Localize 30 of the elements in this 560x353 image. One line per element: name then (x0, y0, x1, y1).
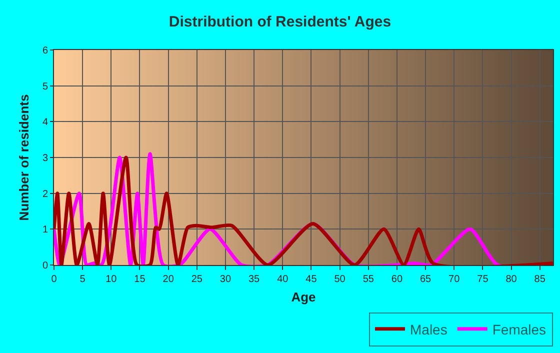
y-tick-label: 5 (42, 81, 48, 92)
x-tick-label: 35 (248, 274, 260, 285)
chart-title: Distribution of Residents' Ages (168, 13, 392, 30)
y-axis-title: Number of residents (16, 94, 32, 221)
x-tick-label: 45 (306, 274, 318, 285)
x-tick-label: 50 (334, 274, 346, 285)
x-tick-label: 65 (420, 274, 432, 285)
x-axis-title: Age (291, 290, 316, 305)
legend-label: Males (410, 321, 448, 338)
x-tick-label: 70 (448, 274, 460, 285)
x-tick-label: 30 (220, 274, 232, 285)
x-tick-label: 60 (391, 274, 403, 285)
x-tick-label: 85 (534, 274, 546, 285)
x-tick-label: 80 (506, 274, 518, 285)
y-tick-label: 3 (42, 153, 48, 164)
y-tick-label: 6 (42, 46, 48, 56)
y-tick-label: 1 (42, 224, 48, 236)
x-tick-label: 10 (106, 274, 118, 285)
x-tick-label: 0 (51, 274, 58, 285)
x-tick-label: 40 (277, 274, 289, 285)
x-tick-label: 20 (162, 274, 174, 285)
x-tick-label: 25 (191, 274, 203, 285)
x-tick-label: 55 (362, 274, 374, 285)
y-tick-label: 0 (42, 260, 48, 272)
y-tick-label: 2 (42, 188, 48, 200)
x-tick-label: 5 (80, 274, 86, 285)
y-tick-label: 4 (42, 117, 48, 128)
x-tick-label: 15 (134, 274, 146, 285)
x-tick-label: 75 (477, 274, 489, 285)
legend-label: Females (492, 321, 546, 338)
